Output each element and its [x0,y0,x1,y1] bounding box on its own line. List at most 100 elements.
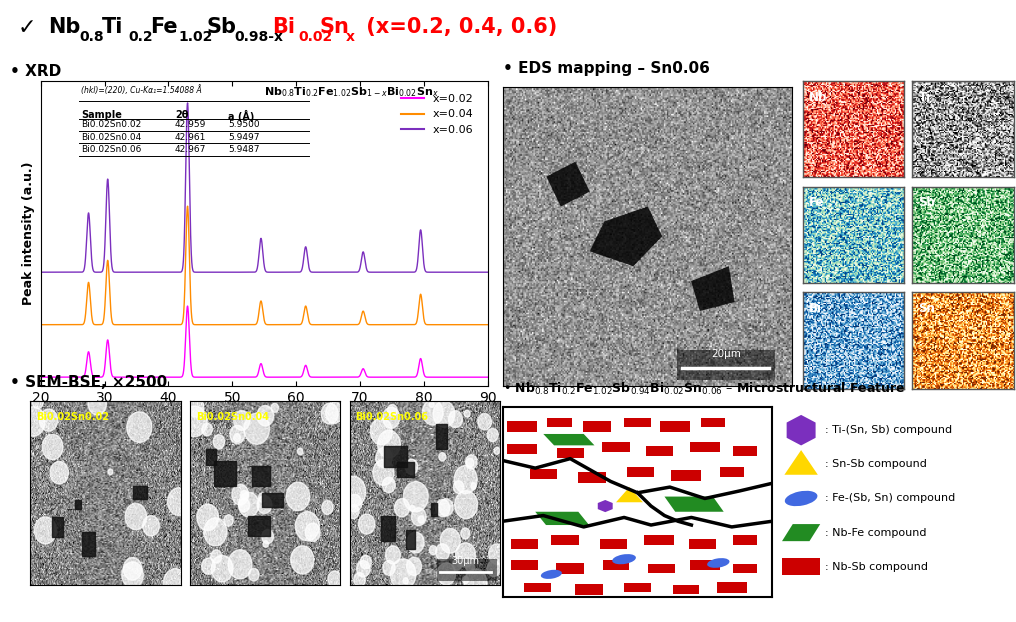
Bar [672,470,701,481]
Circle shape [249,569,259,581]
Text: 20μm: 20μm [711,349,741,359]
Circle shape [373,460,394,485]
Circle shape [271,403,278,412]
Circle shape [202,423,212,436]
Text: Ti: Ti [918,90,931,103]
Circle shape [305,523,320,541]
Polygon shape [544,434,594,445]
Text: Bi0.02Sn0.02: Bi0.02Sn0.02 [81,121,141,129]
Circle shape [287,482,310,511]
Circle shape [466,458,473,467]
Circle shape [376,447,392,468]
Bar [524,583,552,592]
Circle shape [465,455,478,469]
Circle shape [347,494,362,512]
Bar [248,516,269,536]
Circle shape [394,499,409,517]
Circle shape [436,499,450,517]
Circle shape [328,571,341,588]
Circle shape [33,395,44,409]
Circle shape [439,499,453,516]
Text: Sn: Sn [320,17,350,37]
Text: (x=0.2, 0.4, 0.6): (x=0.2, 0.4, 0.6) [359,17,557,37]
Polygon shape [784,450,818,475]
Circle shape [232,485,249,505]
Bar [205,449,215,465]
Circle shape [464,411,470,417]
Circle shape [123,557,142,580]
Polygon shape [547,162,589,207]
Circle shape [354,573,366,587]
Circle shape [462,577,468,583]
Text: 1.02: 1.02 [179,30,212,44]
Bar [397,462,414,477]
Circle shape [378,430,400,458]
Bar [717,582,747,593]
Circle shape [411,508,426,526]
Text: • EDS mapping – Sn0.06: • EDS mapping – Sn0.06 [503,61,710,76]
Text: • SEM-BSE, ×2500: • SEM-BSE, ×2500 [10,375,168,390]
Circle shape [142,516,160,536]
Circle shape [452,559,461,570]
Circle shape [202,558,215,574]
Bar [575,584,604,595]
Text: Nb: Nb [48,17,80,37]
Circle shape [258,493,266,502]
Bar [734,447,757,456]
Text: Sb: Sb [206,17,237,37]
Bar [602,560,630,570]
Text: • Nb$_{0.8}$Ti$_{0.2}$Fe$_{1.02}$Sb$_{0.94}$Bi$_{0.02}$Sn$_{0.06}$ – Microstruct: • Nb$_{0.8}$Ti$_{0.2}$Fe$_{1.02}$Sb$_{0.… [503,381,905,397]
Bar [689,539,715,549]
Ellipse shape [784,491,818,506]
Bar [511,539,537,549]
Circle shape [244,413,269,444]
Circle shape [239,492,259,517]
FancyBboxPatch shape [782,558,820,575]
Ellipse shape [541,570,562,579]
Bar [690,442,719,452]
Bar [214,462,237,486]
Circle shape [340,476,366,507]
Bar [645,447,673,456]
Bar [578,472,606,483]
Circle shape [466,562,474,572]
Circle shape [406,532,424,553]
Circle shape [262,529,273,544]
Circle shape [234,411,250,430]
Circle shape [21,407,45,436]
Bar [583,421,612,432]
Circle shape [383,407,399,428]
Bar [262,493,282,507]
Bar [601,442,630,452]
Circle shape [440,529,460,553]
Circle shape [430,402,434,407]
Bar [648,564,676,573]
Circle shape [423,400,443,425]
Circle shape [464,569,487,596]
Text: Ti: Ti [102,17,123,37]
Circle shape [455,543,475,567]
Circle shape [347,504,359,519]
Circle shape [454,465,478,493]
Text: Nb$_{0.8}$Ti$_{0.2}$Fe$_{1.02}$Sb$_{1-x}$Bi$_{0.02}$Sn$_x$: Nb$_{0.8}$Ti$_{0.2}$Fe$_{1.02}$Sb$_{1-x}… [264,85,439,100]
Polygon shape [786,415,816,445]
Text: Sb: Sb [918,197,936,209]
Circle shape [204,518,227,546]
Circle shape [387,404,397,416]
Circle shape [188,397,204,417]
Text: Bi0.02Sn0.02: Bi0.02Sn0.02 [37,412,110,422]
Bar [252,466,270,486]
Bar [734,536,757,545]
Circle shape [494,447,500,454]
Text: (hkl)=(220), Cu-Kα₁=1.54088 Å: (hkl)=(220), Cu-Kα₁=1.54088 Å [81,85,201,95]
Circle shape [433,401,455,427]
Polygon shape [664,496,723,512]
Bar [644,535,674,545]
Circle shape [470,483,477,490]
Bar [530,469,557,478]
Bar [624,418,651,427]
Circle shape [50,462,68,484]
Bar [405,530,416,549]
Circle shape [430,545,437,555]
Circle shape [164,569,187,598]
